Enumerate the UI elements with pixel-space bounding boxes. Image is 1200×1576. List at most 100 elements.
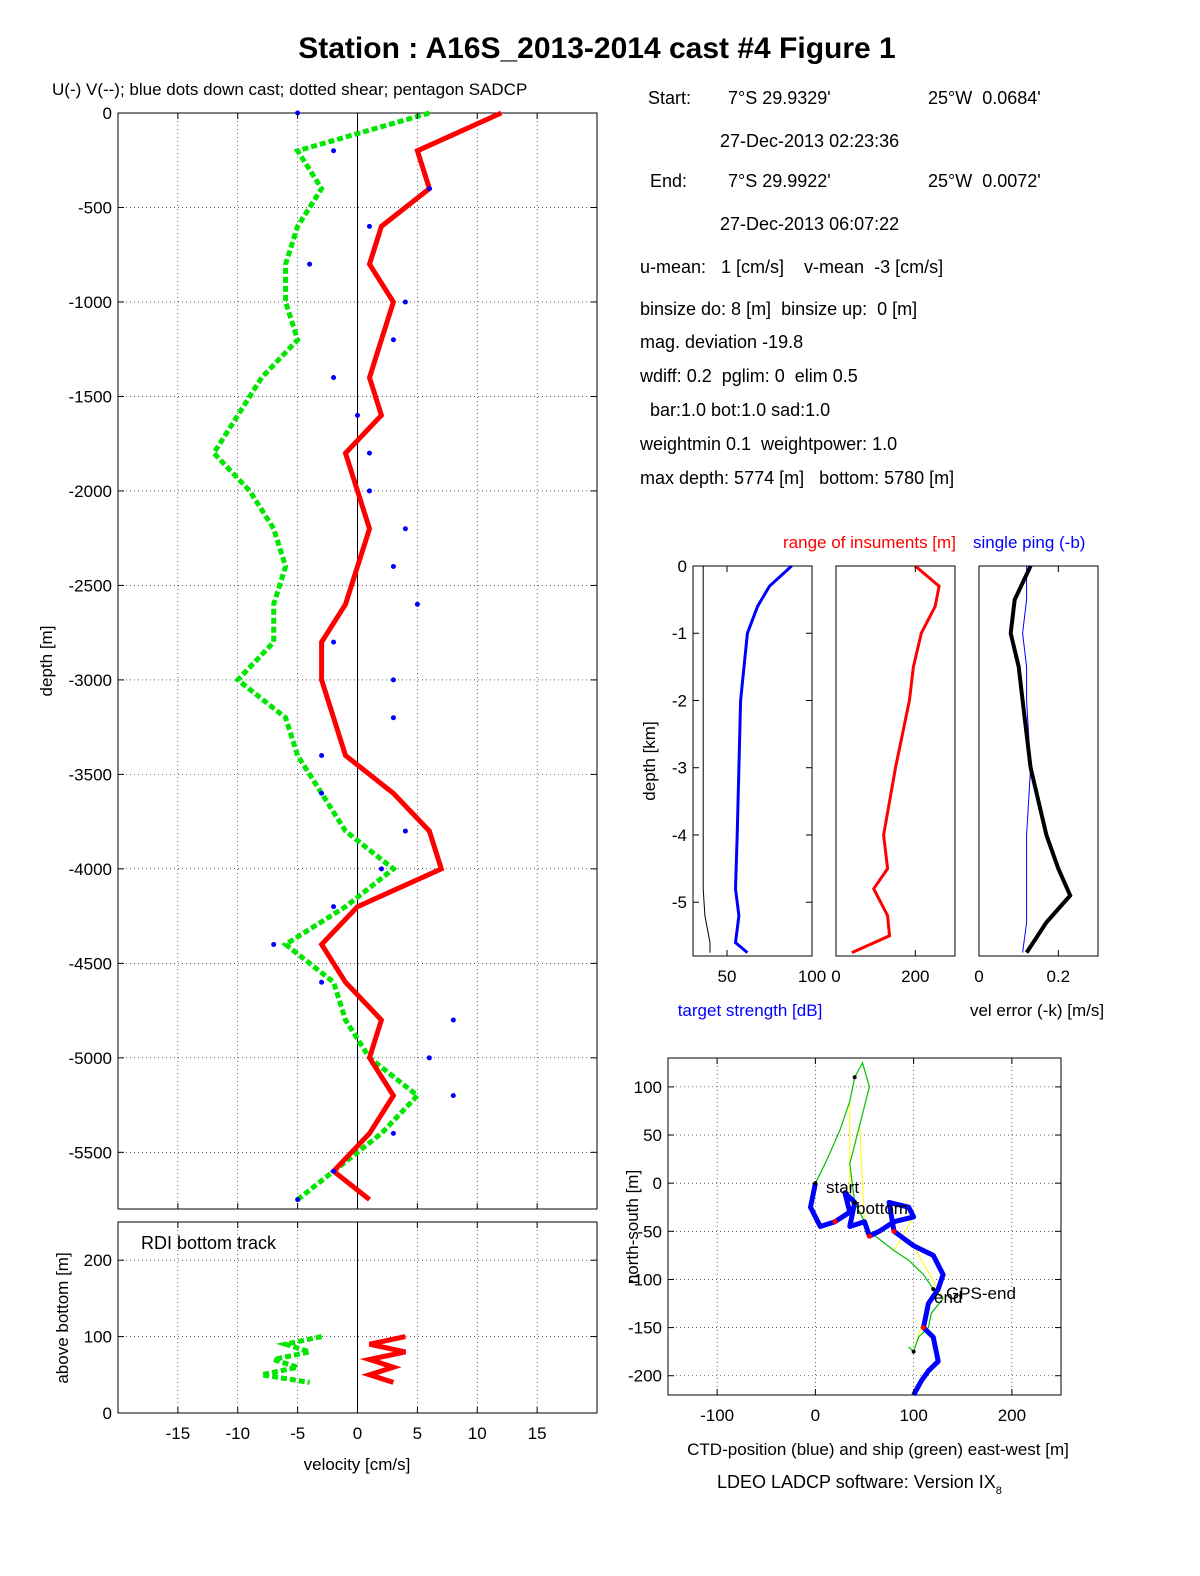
downcast-point [271, 941, 277, 947]
downcast-point [331, 639, 337, 645]
downcast-point [295, 1197, 301, 1203]
annotation-bottom: bottom [856, 1199, 908, 1218]
downcast-point [390, 337, 396, 343]
start-lat: 7°S 29.9329' [728, 88, 831, 108]
y-tick-label: -4000 [69, 860, 112, 879]
downcast-point [402, 526, 408, 532]
x-tick-label: 200 [901, 967, 929, 986]
downcast-point [366, 450, 372, 456]
downcast-point [426, 186, 432, 192]
north-south-axis-label: north-south [m] [623, 1170, 642, 1284]
position-plot: -100 0 100 200 100 50 0 -50 -100 -150 -200 [628, 1057, 1062, 1425]
y-tick-label: -50 [637, 1222, 662, 1241]
downcast-point [426, 1055, 432, 1061]
vel-error-plot: 0 0.2 [974, 565, 1099, 986]
x-tick-label: 100 [899, 1406, 927, 1425]
bottom-track-title: RDI bottom track [141, 1233, 277, 1253]
y-tick-label: -3000 [69, 671, 112, 690]
y-tick-label: -500 [78, 198, 112, 217]
downcast-point [319, 790, 325, 796]
y-tick-label: -2500 [69, 576, 112, 595]
link-line [859, 1125, 865, 1222]
y-tick-label: -100 [628, 1270, 662, 1289]
start-label: Start: [648, 88, 692, 108]
y-tick-label: 200 [84, 1251, 112, 1270]
x-tick-label: 0 [974, 967, 983, 986]
y-tick-label: 0 [653, 1174, 662, 1193]
ship-point [931, 1287, 936, 1292]
depth-axis-label: depth [m] [37, 626, 56, 697]
y-tick-label: -2 [672, 691, 687, 710]
downcast-point [307, 261, 313, 267]
downcast-point [390, 677, 396, 683]
start-lon: 25°W 0.0684' [928, 88, 1041, 108]
x-tick-label: 15 [528, 1424, 547, 1443]
y-tick-label: -1500 [69, 387, 112, 406]
x-tick-label: 0 [811, 1406, 820, 1425]
series-line-ctd [808, 1182, 946, 1397]
downcast-point [414, 601, 420, 607]
ctd-marker [920, 1325, 926, 1331]
depth-km-axis-label: depth [km] [640, 721, 659, 800]
downcast-point [331, 375, 337, 381]
series-line-vel-error [1008, 565, 1073, 954]
downcast-point [390, 564, 396, 570]
x-tick-label: 5 [413, 1424, 422, 1443]
x-tick-label: 50 [718, 967, 737, 986]
downcast-point [366, 488, 372, 494]
series-line-v [261, 1334, 323, 1385]
downcast-point [402, 828, 408, 834]
y-tick-label: -3500 [69, 765, 112, 784]
y-tick-label: 100 [84, 1328, 112, 1347]
downcast-point [390, 715, 396, 721]
main-plot-note: U(-) V(--); blue dots down cast; dotted … [52, 80, 527, 99]
position-frame [667, 1057, 1062, 1396]
ctd-marker [891, 1228, 897, 1234]
params2-line: bar:1.0 bot:1.0 sad:1.0 [640, 400, 831, 420]
x-tick-label: 0.2 [1047, 967, 1071, 986]
vel-error-axis-label: vel error (-k) [m/s] [970, 1001, 1104, 1020]
velocity-axis-label: velocity [cm/s] [304, 1455, 411, 1474]
x-tick-label: 100 [798, 967, 826, 986]
vel-error-frame [978, 565, 1099, 957]
x-tick-label: -10 [225, 1424, 250, 1443]
ship-point [813, 1181, 818, 1186]
y-tick-label: -5 [672, 893, 687, 912]
software-footer: LDEO LADCP software: Version IX8 [717, 1472, 1002, 1497]
params1-line: wdiff: 0.2 pglim: 0 elim 0.5 [640, 366, 858, 386]
ctd-marker [866, 1233, 872, 1239]
y-tick-label: -5000 [69, 1049, 112, 1068]
y-tick-label: -5500 [69, 1143, 112, 1162]
x-tick-label: 200 [998, 1406, 1026, 1425]
y-tick-label: 0 [103, 104, 112, 123]
downcast-point [319, 752, 325, 758]
downcast-point [450, 1093, 456, 1099]
target-strength-axis-label: target strength [dB] [678, 1001, 823, 1020]
start-time: 27-Dec-2013 02:23:36 [720, 131, 900, 151]
series-line-ship [814, 1061, 944, 1353]
bottom-track-plot: -15 -10 -5 0 5 10 15 0 100 200 [84, 1221, 598, 1443]
params3-line: weightmin 0.1 weightpower: 1.0 [640, 434, 898, 454]
target-strength-plot: 50 100 0 -1 -2 -3 -4 -5 [672, 557, 826, 986]
y-tick-label: -200 [628, 1367, 662, 1386]
series-line-u [318, 110, 503, 1202]
downcast-point [378, 866, 384, 872]
range-plot: 0 200 [831, 564, 956, 986]
downcast-point [331, 1168, 337, 1174]
range-title: range of insuments [m] [783, 533, 956, 552]
downcast-point [390, 1130, 396, 1136]
downcast-point [402, 299, 408, 305]
x-tick-label: -15 [166, 1424, 191, 1443]
footer-text: LDEO LADCP software: Version IX [717, 1472, 996, 1492]
binsize-line: binsize do: 8 [m] binsize up: 0 [m] [640, 299, 918, 319]
downcast-point [355, 412, 360, 418]
ctd-marker [832, 1219, 838, 1225]
series-line-black [702, 566, 711, 953]
x-tick-label: -5 [290, 1424, 305, 1443]
downcast-point [450, 1017, 456, 1023]
y-tick-label: -1000 [69, 293, 112, 312]
y-tick-label: -2000 [69, 482, 112, 501]
annotation-end: end [934, 1288, 962, 1307]
above-bottom-axis-label: above bottom [m] [53, 1252, 72, 1383]
velocity-profile-plot: 0 -500 -1000 -1500 -2000 -2500 -3000 -3500 -4000… [69, 104, 598, 1210]
